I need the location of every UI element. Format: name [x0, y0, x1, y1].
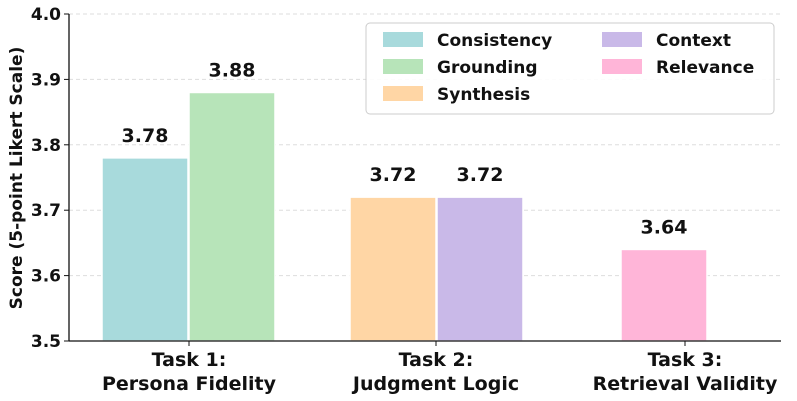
- data-label-grounding: 3.88: [209, 59, 256, 81]
- legend-swatch-consistency: [383, 32, 423, 47]
- y-tick-label: 3.6: [31, 267, 61, 287]
- y-tick-label: 3.8: [31, 136, 61, 156]
- x-category-label: Persona Fidelity: [102, 373, 277, 395]
- bar-relevance: [620, 248, 708, 342]
- data-label-consistency: 3.78: [122, 125, 169, 147]
- x-category-label: Task 2:: [399, 349, 474, 371]
- legend-swatch-relevance: [602, 59, 642, 74]
- y-tick-label: 3.7: [31, 201, 61, 221]
- legend: Consistency Grounding Synthesis Context Rele…: [365, 22, 775, 115]
- x-category-label: Retrieval Validity: [593, 373, 778, 395]
- data-label-synthesis: 3.72: [370, 164, 417, 186]
- legend-label-grounding: Grounding: [437, 58, 538, 78]
- x-category-label: Task 3:: [648, 349, 723, 371]
- data-labels: 3.78 3.88 3.72 3.72 3.64: [122, 59, 688, 238]
- y-tick-label: 4.0: [31, 5, 61, 25]
- legend-label-context: Context: [656, 31, 731, 51]
- legend-swatch-grounding: [383, 59, 423, 74]
- y-tick-label: 3.5: [31, 332, 61, 352]
- bar-synthesis: [349, 196, 437, 342]
- x-category-label: Task 1:: [152, 349, 227, 371]
- legend-label-relevance: Relevance: [656, 58, 754, 78]
- bar-grounding: [188, 91, 276, 342]
- data-label-context: 3.72: [457, 164, 504, 186]
- legend-swatch-synthesis: [383, 86, 423, 101]
- y-axis-label: Score (5-point Likert Scale): [7, 47, 27, 310]
- legend-label-synthesis: Synthesis: [437, 85, 530, 105]
- y-tick-label: 3.9: [31, 70, 61, 90]
- legend-swatch-context: [602, 32, 642, 47]
- bar-context: [436, 196, 524, 342]
- legend-label-consistency: Consistency: [437, 31, 552, 51]
- bar-consistency: [101, 157, 189, 342]
- bars: [101, 91, 708, 342]
- x-category-labels: Task 1:Persona Fidelity Task 2:Judgment L…: [102, 341, 778, 395]
- y-ticks: 3.5 3.6 3.7 3.8 3.9 4.0: [31, 5, 69, 352]
- x-category-label: Judgment Logic: [351, 373, 519, 395]
- legend-box: [365, 22, 775, 115]
- axes: [68, 14, 781, 342]
- data-label-relevance: 3.64: [641, 216, 688, 238]
